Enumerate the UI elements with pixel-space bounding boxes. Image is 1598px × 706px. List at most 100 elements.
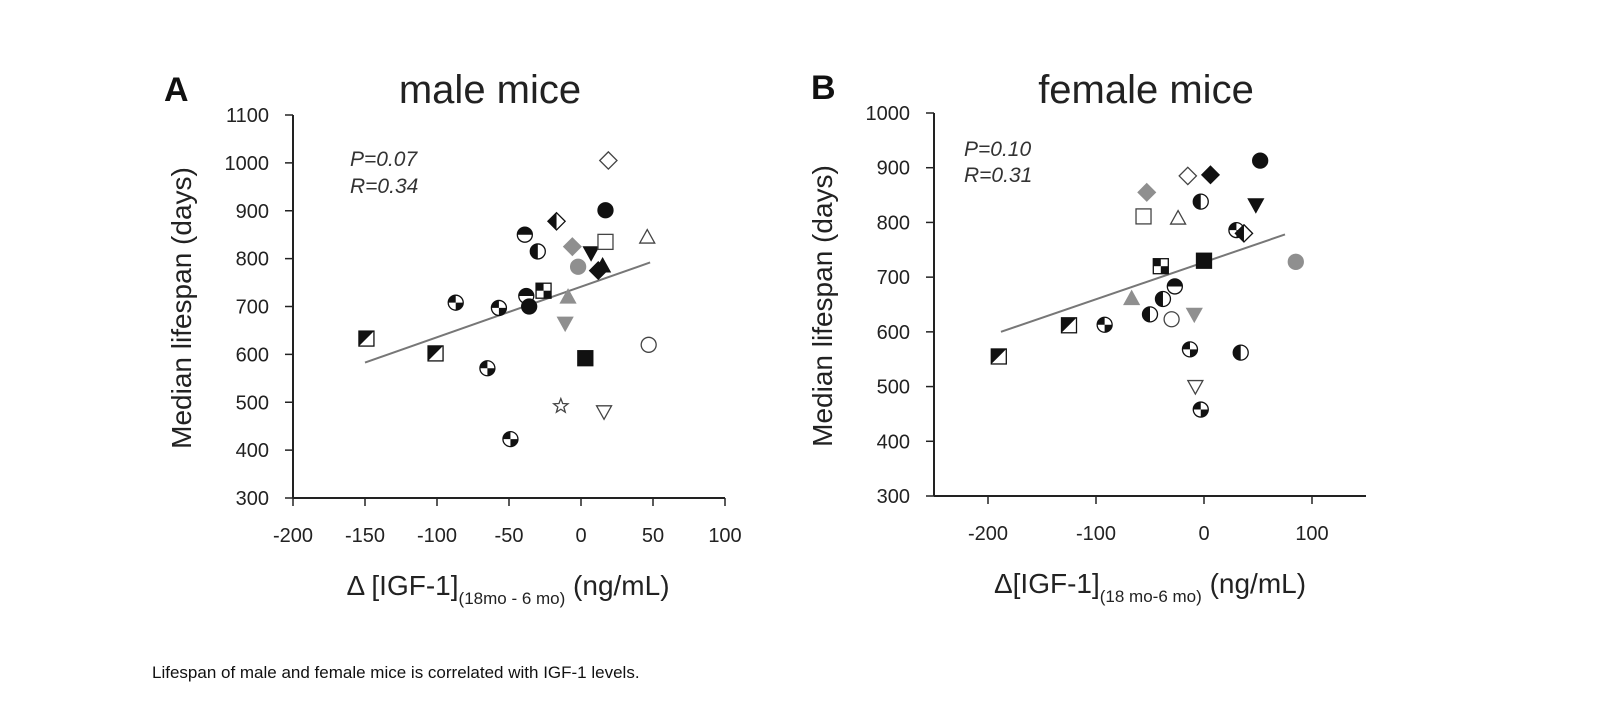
panel-b-female-mice: B female mice Median lifespan (days) P=0… [807, 68, 1366, 606]
data-point [597, 233, 614, 251]
r-value-label: R=0.31 [964, 164, 1032, 187]
y-tick-label: 900 [877, 158, 910, 180]
x-tick-label: -50 [495, 525, 524, 547]
data-point [1137, 182, 1157, 202]
data-point [521, 298, 538, 315]
y-tick-label: 300 [236, 488, 269, 510]
x-axis-label-prefix: Δ [IGF-1] [346, 570, 458, 601]
y-tick-label: 1000 [866, 103, 911, 125]
data-point [556, 316, 574, 333]
data-point [1186, 379, 1204, 396]
x-axis-label-subscript: (18mo - 6 mo) [459, 589, 566, 608]
x-tick-label: 0 [575, 525, 586, 547]
fit-line [1000, 233, 1286, 333]
data-point [447, 294, 464, 311]
y-tick-label: 600 [877, 322, 910, 344]
data-point [990, 348, 1007, 365]
data-point [1166, 278, 1183, 295]
fit-line-group [364, 261, 651, 364]
y-tick-label: 700 [236, 297, 269, 319]
y-tick-label: 1100 [226, 105, 269, 127]
data-point [1135, 208, 1152, 225]
data-point [427, 345, 444, 362]
panel-label: A [164, 71, 189, 109]
data-point [551, 396, 570, 414]
data-point [529, 243, 546, 260]
y-tick-label: 800 [236, 249, 269, 271]
data-point [1232, 344, 1249, 361]
x-axis-label: Δ[IGF-1](18 mo-6 mo) (ng/mL) [994, 568, 1306, 606]
y-tick-label: 700 [877, 267, 910, 289]
data-point [562, 237, 582, 257]
y-axis-label: Median lifespan (days) [166, 167, 197, 449]
x-axis-label: Δ [IGF-1](18mo - 6 mo) (ng/mL) [346, 570, 669, 608]
figure-caption: Lifespan of male and female mice is corr… [152, 663, 640, 682]
data-point [1287, 253, 1304, 270]
data-point [1192, 401, 1209, 418]
x-tick-label: -200 [273, 525, 313, 547]
y-tick-label: 400 [236, 440, 269, 462]
data-point [535, 282, 552, 299]
x-tick-label: -100 [417, 525, 457, 547]
x-tick-label: 100 [708, 525, 741, 547]
x-tick-label: 50 [642, 525, 664, 547]
data-point [595, 405, 613, 421]
data-point [546, 211, 567, 231]
x-axis-label-subscript: (18 mo-6 mo) [1100, 587, 1202, 606]
panel-a-male-mice: A male mice Median lifespan (days) P=0.0… [164, 68, 742, 608]
data-point [593, 256, 612, 273]
data-point [1200, 165, 1221, 185]
y-tick-label: 400 [877, 431, 910, 453]
x-axis-label-suffix: (ng/mL) [1202, 568, 1306, 599]
data-point [502, 430, 519, 448]
fit-line [364, 261, 651, 364]
x-tick-label: 0 [1198, 523, 1209, 545]
data-point [1123, 289, 1141, 306]
data-point [1096, 316, 1113, 333]
p-value-label: P=0.10 [964, 138, 1031, 161]
panel-label: B [811, 69, 836, 107]
x-tick-label: -200 [968, 523, 1008, 545]
data-point [1192, 193, 1209, 210]
data-point [1234, 223, 1254, 243]
data-point [1185, 307, 1203, 324]
y-tick-label: 500 [236, 392, 269, 414]
y-tick-label: 300 [877, 486, 910, 508]
y-tick-label: 800 [877, 212, 910, 234]
data-point [1152, 258, 1169, 275]
y-tick-label: 1000 [225, 153, 270, 175]
data-point [638, 228, 656, 244]
data-point [1252, 152, 1269, 169]
x-tick-label: 100 [1295, 523, 1328, 545]
data-point [1181, 341, 1199, 358]
data-points [990, 152, 1304, 418]
x-tick-label: -150 [345, 525, 385, 547]
data-point [516, 226, 533, 243]
x-axis-label-suffix: (ng/mL) [565, 570, 669, 601]
data-point [577, 350, 594, 367]
chart-title: female mice [1038, 68, 1254, 112]
chart-title: male mice [399, 68, 581, 112]
y-tick-label: 900 [236, 201, 269, 223]
data-point [598, 150, 618, 171]
data-point [559, 288, 577, 304]
data-point [597, 202, 614, 219]
data-point [1163, 311, 1180, 328]
data-point [569, 258, 587, 275]
data-point [479, 360, 496, 377]
data-point [640, 336, 657, 353]
data-points [358, 150, 657, 448]
data-point [1195, 252, 1213, 269]
data-point [1178, 166, 1198, 186]
p-value-label: P=0.07 [350, 148, 418, 171]
data-point [1141, 306, 1159, 323]
y-axis-label: Median lifespan (days) [807, 165, 838, 447]
data-point [1169, 209, 1187, 225]
data-point [490, 299, 508, 317]
data-point [358, 330, 375, 347]
axes: 300 400 500 600 700 800 900 1000 -200 -100 0 100 [866, 103, 1366, 545]
data-point [1154, 290, 1172, 308]
r-value-label: R=0.34 [350, 175, 418, 198]
y-tick-label: 600 [236, 344, 269, 366]
